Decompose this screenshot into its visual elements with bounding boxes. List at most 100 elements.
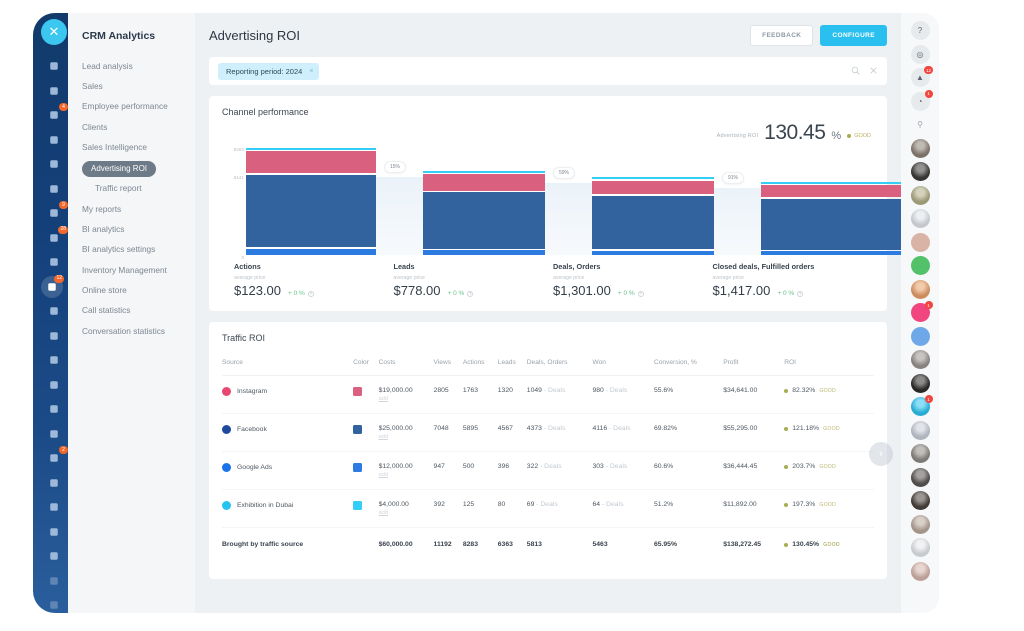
filter-chip-remove-icon[interactable]: × [309,67,314,75]
sidebar-item-inventory-management[interactable]: Inventory Management [82,264,167,275]
cart-icon[interactable] [41,496,67,518]
color-swatch[interactable] [353,387,363,396]
info-icon[interactable]: ? [307,290,314,297]
analytics-icon[interactable] [41,374,67,396]
column-header[interactable]: Color [353,343,379,376]
add-cost-link[interactable]: add [378,396,388,402]
shield-icon[interactable] [41,349,67,371]
funnel-icon[interactable]: 12 [41,274,64,298]
sidebar-item-advertising-roi[interactable]: Advertising ROI [82,161,157,177]
avatar[interactable] [910,491,930,510]
close-x-logo-icon[interactable]: ✕ [41,19,67,45]
sidebar-item-call-statistics[interactable]: Call statistics [82,305,131,316]
funnel-stage-bar[interactable] [246,147,376,255]
avatar[interactable] [910,538,930,557]
phone-icon[interactable]: 1 [910,301,933,322]
lock-icon[interactable] [910,256,930,275]
sidebar-item-online-store[interactable]: Online store [82,285,127,296]
table-row[interactable]: Exhibition in Dubai $4,000.00 add 392 125 80 6… [222,489,874,528]
avatar[interactable] [910,373,930,393]
table-row[interactable]: Google Ads $12,000.00 add 947 500 396 322 - De… [222,451,874,490]
column-header[interactable]: Source [222,343,354,376]
avatar[interactable] [910,162,930,181]
add-cost-link[interactable]: add [378,434,388,440]
avatar[interactable] [910,444,930,463]
column-header[interactable]: Costs [378,343,434,376]
funnel-stage-bar[interactable] [761,181,903,255]
avatar[interactable] [910,514,930,534]
add-cost-link[interactable]: add [378,472,388,478]
sidebar-item-conversation-statistics[interactable]: Conversation statistics [82,325,166,336]
chat-icon[interactable]: 4 [41,103,68,126]
color-swatch[interactable] [353,501,363,510]
filter-chip-reporting-period[interactable]: Reporting period: 2024 × [218,62,320,80]
ruler-icon[interactable] [41,545,67,567]
document-icon[interactable] [41,153,67,175]
avatar[interactable] [910,138,930,158]
column-header[interactable]: Leads [497,343,527,376]
lock-icon[interactable] [910,232,930,252]
letter-a-icon[interactable] [41,423,67,445]
sidebar-item-bi-analytics[interactable]: BI analytics [82,224,125,235]
color-swatch[interactable] [353,425,363,434]
avatar[interactable] [910,209,930,228]
group-icon[interactable] [41,178,67,200]
sidebar-item-sales[interactable]: Sales [82,80,103,91]
table-row[interactable]: Facebook $25,000.00 add 7048 5895 4567 4373 - … [222,413,874,452]
funnel-stage-bar[interactable] [592,177,714,255]
mail-icon[interactable] [41,325,67,347]
bell-icon[interactable]: ▲ 12 [910,66,933,87]
column-header[interactable]: Profit [723,343,785,376]
avatar[interactable] [910,467,930,487]
market-icon[interactable]: 2 [41,446,68,469]
column-header[interactable]: Conversion, % [653,343,724,376]
sliders-icon[interactable] [41,472,67,494]
avatar[interactable] [910,420,930,440]
code-icon[interactable] [41,398,67,420]
history-clock-icon[interactable]: ◔ 1 [910,89,933,111]
info-icon[interactable]: ? [467,290,474,297]
tasks-icon[interactable]: 28 [41,225,68,249]
close-icon[interactable] [869,62,878,80]
target-icon[interactable]: ◎ [910,44,930,64]
sidebar-item-clients[interactable]: Clients [82,121,108,132]
avatar[interactable]: 1 [910,395,933,416]
target-icon[interactable] [41,300,67,322]
filter-bar[interactable]: Reporting period: 2024 × [209,57,887,85]
info-icon[interactable]: ? [797,290,804,297]
sidebar-item-employee-performance[interactable]: Employee performance [82,101,168,112]
avatar[interactable] [910,279,930,299]
search-icon[interactable] [851,62,860,80]
column-header[interactable]: Won [592,343,654,376]
sidebar-item-my-reports[interactable]: My reports [82,203,122,214]
configure-button[interactable]: CONFIGURE [820,24,887,46]
window-icon[interactable] [41,80,67,102]
column-header[interactable]: Views [433,343,463,376]
column-header[interactable]: Deals, Orders [526,343,593,376]
avatar[interactable] [910,350,930,369]
column-header[interactable]: Actions [462,343,498,376]
info-icon[interactable]: ? [637,290,644,297]
avatar[interactable] [910,185,930,205]
calendar-icon[interactable] [41,129,67,151]
gear-icon[interactable] [41,570,67,592]
briefcase-icon[interactable]: 9 [41,201,68,224]
funnel-stage-bar[interactable] [423,170,545,255]
table-row[interactable]: Instagram $19,000.00 add 2805 1763 1320 1049 -… [222,375,874,414]
search-icon[interactable]: ⚲ [917,120,923,129]
sidebar-item-bi-analytics-settings[interactable]: BI analytics settings [82,244,156,255]
sidebar-item-lead-analysis[interactable]: Lead analysis [82,60,133,71]
help-icon[interactable] [41,594,67,613]
avatar[interactable] [910,561,930,581]
sidebar-item-traffic-report[interactable]: Traffic report [95,183,142,194]
chat-bubble-icon[interactable] [910,326,930,346]
column-header[interactable]: ROI [784,343,874,376]
sync-icon[interactable] [41,55,67,77]
crm-card-icon[interactable] [41,251,67,273]
next-page-button[interactable]: › [869,442,893,466]
info-icon[interactable]: ? [910,21,930,40]
feedback-button[interactable]: FEEDBACK [750,24,814,46]
color-swatch[interactable] [353,463,363,472]
store-icon[interactable] [41,521,67,543]
sidebar-item-sales-intelligence[interactable]: Sales Intelligence [82,141,148,152]
